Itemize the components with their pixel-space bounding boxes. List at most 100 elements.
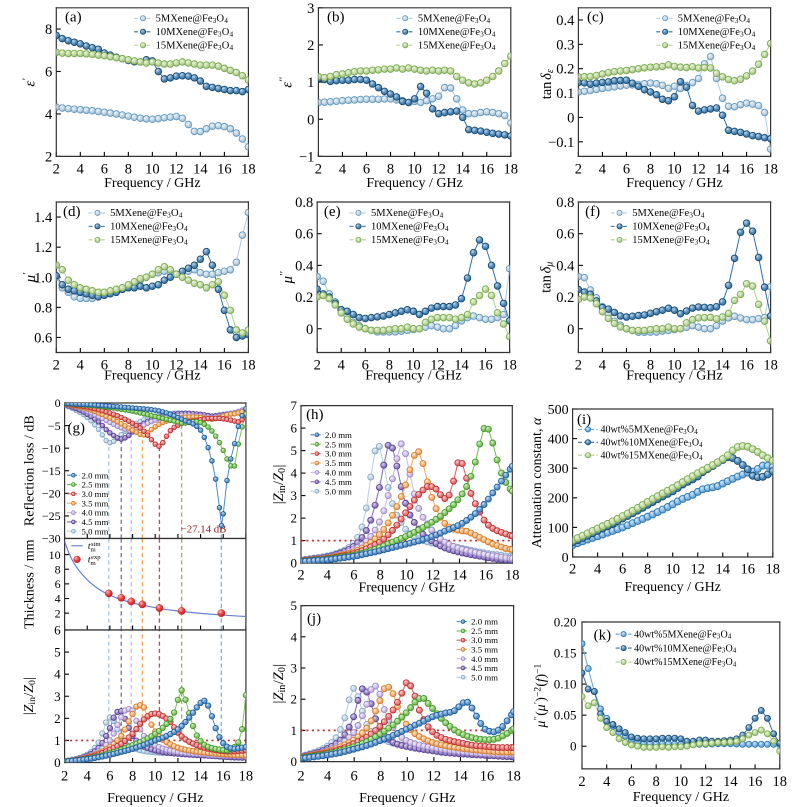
svg-text:Frequency / GHz: Frequency / GHz xyxy=(626,176,722,191)
svg-text:4: 4 xyxy=(599,161,607,177)
svg-text:(k): (k) xyxy=(594,627,612,643)
svg-text:2: 2 xyxy=(55,606,61,620)
svg-text:2.5 mm: 2.5 mm xyxy=(81,480,108,490)
svg-text:0: 0 xyxy=(55,396,61,410)
svg-text:5 M X e n e @ F e O 3 4: 5 M X e n e @ F e O 3 4 xyxy=(110,203,183,222)
svg-text:6: 6 xyxy=(101,161,108,177)
svg-text:3.0 mm: 3.0 mm xyxy=(471,635,498,645)
svg-text:(e): (e) xyxy=(324,204,341,220)
svg-text:12: 12 xyxy=(691,161,706,177)
svg-text:4 0 w t % 5 M X e n e @ F e O: 4 0 w t % 5 M X e n e @ F e O 3 4 xyxy=(634,624,732,642)
svg-text:12: 12 xyxy=(427,769,442,785)
svg-text:10: 10 xyxy=(399,568,414,584)
svg-text:18: 18 xyxy=(502,358,517,374)
svg-text:6: 6 xyxy=(55,577,61,591)
svg-text:0: 0 xyxy=(291,754,298,769)
svg-text:18: 18 xyxy=(773,774,788,790)
svg-text:16: 16 xyxy=(479,568,494,584)
svg-text:3: 3 xyxy=(291,661,298,676)
svg-text:5 M X e n e @ F e O 3 4: 5 M X e n e @ F e O 3 4 xyxy=(632,203,705,222)
svg-text:0: 0 xyxy=(291,556,298,571)
svg-text:8: 8 xyxy=(125,161,132,177)
svg-text:10: 10 xyxy=(667,358,682,374)
svg-text:4: 4 xyxy=(599,358,607,374)
svg-text:12: 12 xyxy=(169,161,184,177)
svg-text:2: 2 xyxy=(575,161,582,177)
svg-text:1 0 M X e n e @ F e O 3 4: 1 0 M X e n e @ F e O 3 4 xyxy=(371,216,449,235)
svg-text:(d): (d) xyxy=(63,204,81,220)
svg-text:0.2: 0.2 xyxy=(295,290,313,306)
svg-text:1 0 M X e n e @ F e O 3 4: 1 0 M X e n e @ F e O 3 4 xyxy=(632,216,710,235)
svg-text:1 5 M X e n e @ F e O 3 4: 1 5 M X e n e @ F e O 3 4 xyxy=(156,35,234,54)
svg-text:10: 10 xyxy=(145,161,160,177)
svg-text:4: 4 xyxy=(54,667,61,682)
svg-text:3.5 mm: 3.5 mm xyxy=(81,498,108,508)
svg-text:0.6: 0.6 xyxy=(295,227,313,243)
svg-text:1.2: 1.2 xyxy=(34,240,52,256)
svg-text:0: 0 xyxy=(570,739,577,754)
svg-text:3.0 mm: 3.0 mm xyxy=(325,449,352,459)
svg-text:0: 0 xyxy=(562,551,569,566)
svg-text:1: 1 xyxy=(291,723,298,738)
svg-text:4: 4 xyxy=(291,629,298,644)
svg-text:2: 2 xyxy=(578,774,585,790)
svg-text:6: 6 xyxy=(45,65,52,81)
svg-text:6: 6 xyxy=(101,358,108,374)
svg-text:6: 6 xyxy=(623,358,630,374)
svg-text:6: 6 xyxy=(350,568,357,584)
svg-text:1 0 M X e n e @ F e O 3 4: 1 0 M X e n e @ F e O 3 4 xyxy=(418,22,496,41)
svg-text:2: 2 xyxy=(54,711,61,726)
svg-text:0.6: 0.6 xyxy=(556,227,574,243)
svg-text:0.20: 0.20 xyxy=(554,615,577,630)
svg-text:18: 18 xyxy=(239,769,254,785)
svg-text:4 0 w t % 1 5 M X e n e @ F e: 4 0 w t % 1 5 M X e n e @ F e O 3 4 xyxy=(634,652,737,670)
svg-text:16: 16 xyxy=(216,769,231,785)
svg-text:(h): (h) xyxy=(306,407,324,423)
svg-text:−20: −20 xyxy=(42,487,61,501)
svg-text:4: 4 xyxy=(84,769,92,785)
svg-text:8: 8 xyxy=(647,161,654,177)
svg-text:5 M X e n e @ F e O 3 4: 5 M X e n e @ F e O 3 4 xyxy=(418,8,491,27)
svg-text:14: 14 xyxy=(193,161,208,177)
svg-text:A t t e n u a t i o n c o n: A t t e n u a t i o n c o n s t a n t , … xyxy=(528,417,545,548)
svg-text:14: 14 xyxy=(193,358,208,374)
svg-text:t a n δ μ: t a n δ μ xyxy=(537,262,555,293)
svg-text:| / | Z Z i n 0: | / | Z Z i n 0 xyxy=(20,673,39,715)
svg-text:Frequency / GHz: Frequency / GHz xyxy=(358,580,454,595)
svg-text:μ ′: μ ′ xyxy=(22,271,39,284)
svg-text:ε ′ ′: ε ′ ′ xyxy=(273,75,295,88)
svg-text:| / | Z Z i n 0: | / | Z Z i n 0 xyxy=(270,461,289,505)
svg-text:400: 400 xyxy=(548,432,569,447)
svg-text:4 0 w t % 5 M X e n e @ F e O: 4 0 w t % 5 M X e n e @ F e O 3 4 xyxy=(601,420,699,438)
svg-text:14: 14 xyxy=(452,568,467,584)
svg-text:2: 2 xyxy=(291,511,298,526)
svg-text:0.2: 0.2 xyxy=(556,290,574,306)
svg-text:2.0 mm: 2.0 mm xyxy=(471,617,498,627)
svg-text:−5: −5 xyxy=(48,419,61,433)
svg-text:10: 10 xyxy=(148,769,163,785)
svg-text:0.4: 0.4 xyxy=(556,13,575,29)
svg-text:1 5 M X e n e @ F e O 3 4: 1 5 M X e n e @ F e O 3 4 xyxy=(418,35,496,54)
svg-text:2: 2 xyxy=(307,38,314,54)
svg-text:0.05: 0.05 xyxy=(554,708,577,723)
svg-text:2.5 mm: 2.5 mm xyxy=(325,439,352,449)
svg-text:6: 6 xyxy=(106,769,113,785)
svg-text:14: 14 xyxy=(455,161,470,177)
svg-text:16: 16 xyxy=(741,562,756,578)
svg-text:16: 16 xyxy=(217,358,232,374)
svg-text:1.4: 1.4 xyxy=(34,210,53,226)
svg-text:1 5 M X e n e @ F e O 3 4: 1 5 M X e n e @ F e O 3 4 xyxy=(632,230,710,249)
svg-text:0.10: 0.10 xyxy=(554,677,577,692)
svg-text:12: 12 xyxy=(171,769,186,785)
svg-text:μ ′ ′: μ ′ ′ xyxy=(274,269,296,284)
svg-text:14: 14 xyxy=(454,358,469,374)
svg-text:3.0 mm: 3.0 mm xyxy=(81,489,108,499)
svg-text:8: 8 xyxy=(377,568,384,584)
svg-text:18: 18 xyxy=(506,769,521,785)
svg-text:4: 4 xyxy=(77,358,85,374)
svg-text:18: 18 xyxy=(763,161,778,177)
svg-text:4: 4 xyxy=(55,592,61,606)
svg-text:12: 12 xyxy=(430,358,445,374)
svg-text:| / | Z Z i n 0: | / | Z Z i n 0 xyxy=(270,660,289,704)
svg-text:Frequency / GHz: Frequency / GHz xyxy=(104,368,200,383)
